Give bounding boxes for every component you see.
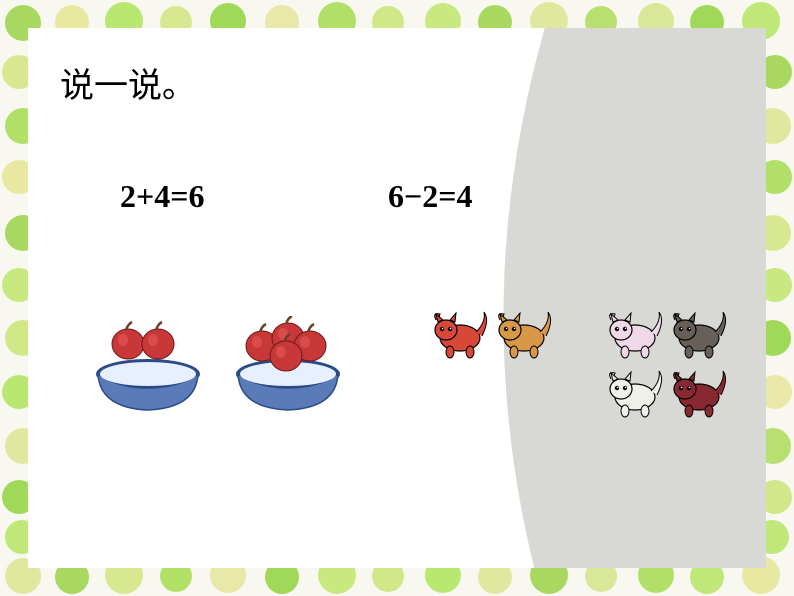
apple-bowl xyxy=(88,316,208,416)
cat-icon xyxy=(667,308,729,360)
cats-group xyxy=(428,308,743,424)
cat-icon xyxy=(603,367,665,419)
cat-cluster xyxy=(428,308,568,424)
equation-subtraction: 6−2=4 xyxy=(388,178,472,215)
page-title: 说一说。 xyxy=(60,58,196,107)
cat xyxy=(603,308,665,365)
equation-addition: 2+4=6 xyxy=(120,178,204,215)
cat xyxy=(428,308,490,424)
slide-content: 说一说。 2+4=6 6−2=4 xyxy=(28,28,766,568)
apple-bowl-icon xyxy=(88,316,208,416)
cat xyxy=(603,367,665,424)
cat-icon xyxy=(603,308,665,360)
cat-icon xyxy=(428,308,490,360)
cat-icon xyxy=(492,308,554,360)
apple-bowl xyxy=(228,316,348,416)
cat xyxy=(492,308,554,424)
background-curve xyxy=(406,28,766,568)
apple-bowls-group xyxy=(88,316,348,416)
apple-bowl-icon xyxy=(228,316,348,416)
cat xyxy=(667,308,729,365)
illustrations-row xyxy=(88,308,706,424)
cat-cluster xyxy=(603,308,743,424)
cat-icon xyxy=(667,367,729,419)
cat xyxy=(667,367,729,424)
